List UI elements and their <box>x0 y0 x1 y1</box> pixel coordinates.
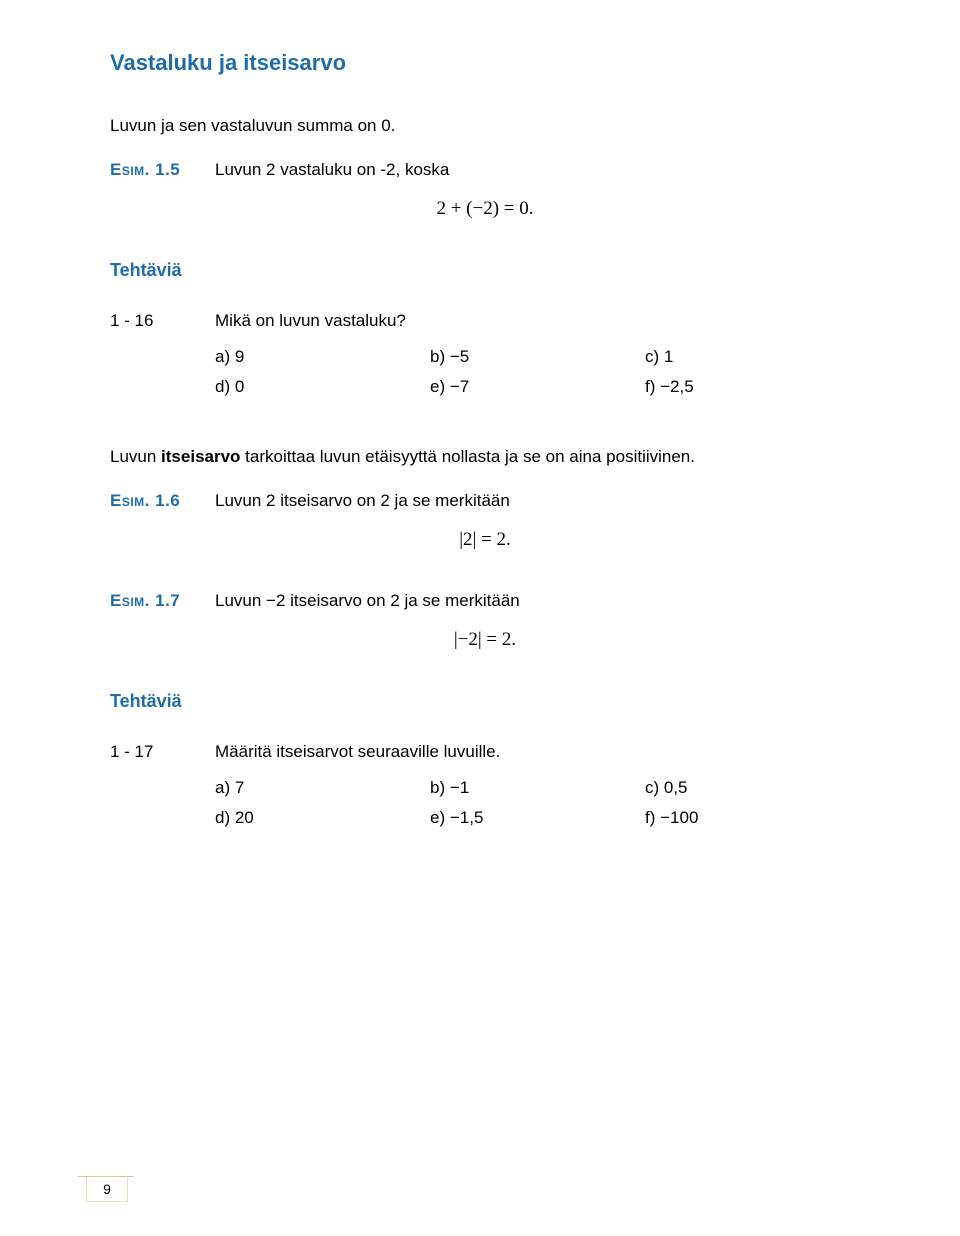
example-text: Luvun 2 vastaluku on -2, koska <box>215 160 449 180</box>
exercise-1-17-row-1: a) 7 b) −1 c) 0,5 <box>215 778 860 798</box>
text-pre: Luvun <box>110 447 161 466</box>
answer-cell: d) 0 <box>215 377 430 397</box>
answer-cell: e) −1,5 <box>430 808 645 828</box>
answer-cell: c) 0,5 <box>645 778 860 798</box>
answer-cell: f) −2,5 <box>645 377 860 397</box>
example-1-7-math: |−2| = 2. <box>110 629 860 651</box>
exercise-number: 1 - 17 <box>110 742 215 762</box>
example-label: Esim. 1.7 <box>110 591 215 611</box>
exercise-1-16: 1 - 16 Mikä on luvun vastaluku? <box>110 311 860 331</box>
page-number: 9 <box>86 1177 128 1202</box>
exercise-1-17-row-2: d) 20 e) −1,5 f) −100 <box>215 808 860 828</box>
example-1-5-math: 2 + (−2) = 0. <box>110 198 860 220</box>
exercise-1-16-row-2: d) 0 e) −7 f) −2,5 <box>215 377 860 397</box>
answer-cell: c) 1 <box>645 347 860 367</box>
exercise-prompt: Mikä on luvun vastaluku? <box>215 311 860 331</box>
answer-cell: b) −1 <box>430 778 645 798</box>
example-1-6-math: |2| = 2. <box>110 529 860 551</box>
example-text: Luvun −2 itseisarvo on 2 ja se merkitään <box>215 591 520 611</box>
itseisarvo-text: Luvun itseisarvo tarkoittaa luvun etäisy… <box>110 447 860 467</box>
page: Vastaluku ja itseisarvo Luvun ja sen vas… <box>0 0 960 1236</box>
example-label: Esim. 1.6 <box>110 491 215 511</box>
answer-cell: b) −5 <box>430 347 645 367</box>
text-bold: itseisarvo <box>161 447 240 466</box>
example-1-6: Esim. 1.6 Luvun 2 itseisarvo on 2 ja se … <box>110 491 860 511</box>
answer-cell: d) 20 <box>215 808 430 828</box>
page-number-box: 9 <box>78 1176 134 1202</box>
answer-cell: a) 9 <box>215 347 430 367</box>
exercise-1-16-row-1: a) 9 b) −5 c) 1 <box>215 347 860 367</box>
answer-cell: e) −7 <box>430 377 645 397</box>
exercises-heading-2: Tehtäviä <box>110 691 860 712</box>
example-1-5: Esim. 1.5 Luvun 2 vastaluku on -2, koska <box>110 160 860 180</box>
exercise-prompt: Määritä itseisarvot seuraaville luvuille… <box>215 742 860 762</box>
exercise-1-17: 1 - 17 Määritä itseisarvot seuraaville l… <box>110 742 860 762</box>
example-1-7: Esim. 1.7 Luvun −2 itseisarvo on 2 ja se… <box>110 591 860 611</box>
section-title: Vastaluku ja itseisarvo <box>110 50 860 76</box>
exercises-heading-1: Tehtäviä <box>110 260 860 281</box>
answer-cell: a) 7 <box>215 778 430 798</box>
example-label: Esim. 1.5 <box>110 160 215 180</box>
exercise-number: 1 - 16 <box>110 311 215 331</box>
answer-cell: f) −100 <box>645 808 860 828</box>
intro-text: Luvun ja sen vastaluvun summa on 0. <box>110 116 860 136</box>
example-text: Luvun 2 itseisarvo on 2 ja se merkitään <box>215 491 510 511</box>
text-post: tarkoittaa luvun etäisyyttä nollasta ja … <box>240 447 695 466</box>
